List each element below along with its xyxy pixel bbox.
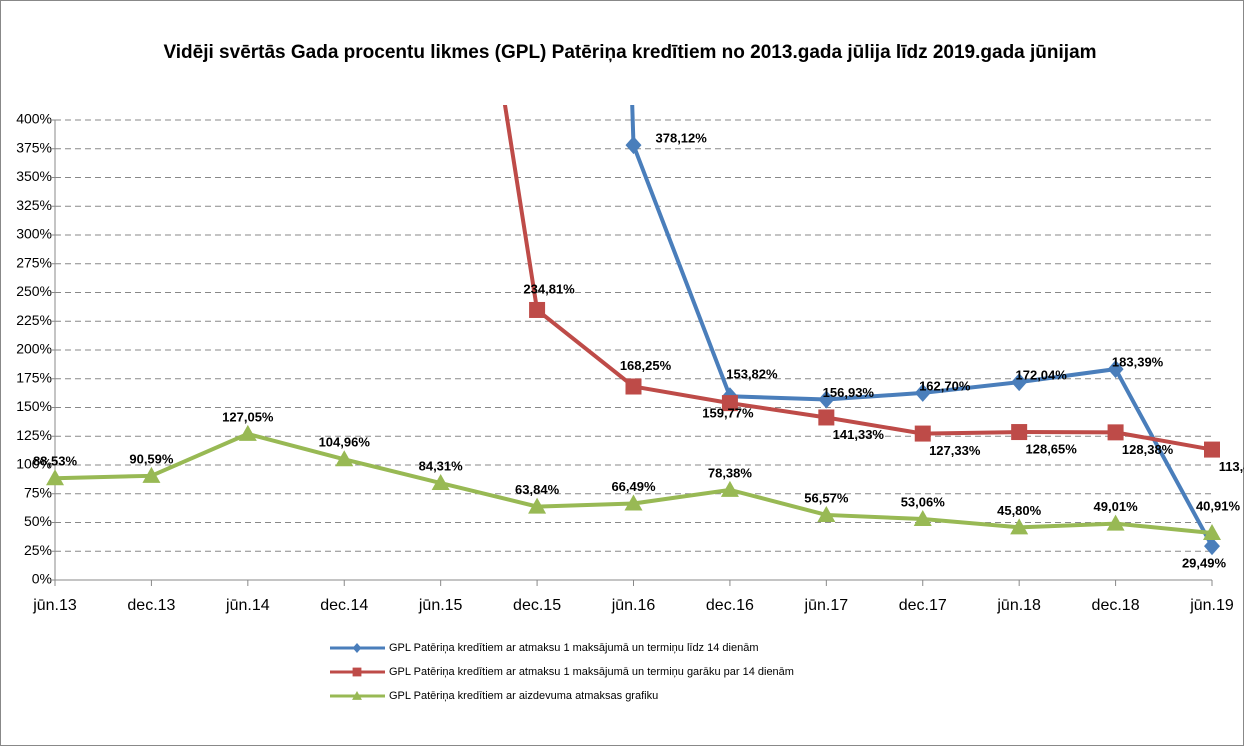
y-tick-label: 225% [16,312,52,328]
marker [1204,537,1220,556]
data-label: 29,49% [1182,556,1227,571]
data-label: 127,05% [222,409,274,424]
x-tick-label: jūn.16 [611,597,656,614]
marker [818,409,835,426]
marker [352,667,362,677]
y-tick-label: 400% [16,111,52,127]
marker [352,691,362,700]
y-tick-label: 150% [16,398,52,414]
legend-label: GPL Patēriņa kredītiem ar atmaksu 1 maks… [389,666,794,678]
marker [913,509,932,526]
series-line [630,105,1214,548]
y-tick-label: 0% [32,571,52,587]
marker [431,474,450,491]
data-label: 63,84% [515,482,560,497]
x-tick-label: dec.17 [899,597,947,614]
data-label: 127,33% [929,443,981,458]
y-tick-label: 275% [16,254,52,270]
y-tick-label: 75% [24,484,52,500]
marker [625,136,642,155]
x-tick-label: jūn.19 [1189,597,1234,614]
data-label: 128,38% [1122,442,1174,457]
chart-title: Vidēji svērtās Gada procentu likmes (GPL… [163,42,1097,63]
x-tick-label: dec.13 [127,597,175,614]
marker [1011,373,1028,392]
x-tick-label: jūn.14 [225,597,270,614]
marker [528,497,547,514]
plot-area [46,105,1221,556]
y-tick-label: 350% [16,168,52,184]
marker [720,480,739,497]
data-label: 78,38% [708,465,753,480]
data-label: 168,25% [620,358,672,373]
marker [817,505,836,522]
y-tick-label: 25% [24,542,52,558]
y-tick-label: 175% [16,369,52,385]
marker [142,466,161,483]
data-label: 113,41% [1219,459,1244,474]
x-tick-label: jūn.17 [804,597,849,614]
marker [1107,424,1124,441]
data-label: 141,33% [833,427,885,442]
y-tick-label: 50% [24,513,52,529]
marker [625,378,642,395]
data-label: 159,77% [702,406,754,421]
data-label: 45,80% [997,503,1042,518]
legend-label: GPL Patēriņa kredītiem ar aizdevuma atma… [389,690,658,702]
data-label: 183,39% [1112,355,1164,370]
marker [529,301,546,318]
marker [335,450,354,467]
marker [1011,424,1028,441]
data-label: 56,57% [804,490,849,505]
y-tick-label: 300% [16,226,52,242]
data-label: 162,70% [919,378,971,393]
x-tick-label: jūn.18 [996,597,1041,614]
x-tick-label: jūn.13 [32,597,77,614]
data-label: 234,81% [523,281,575,296]
data-label: 40,91% [1196,498,1241,513]
marker [624,494,643,511]
data-label: 84,31% [419,458,464,473]
x-tick-label: dec.16 [706,597,754,614]
data-label: 153,82% [726,367,778,382]
marker [1203,523,1221,540]
x-tick-label: jūn.15 [418,597,463,614]
data-label: 104,96% [319,435,371,450]
data-label: 88,53% [33,454,78,469]
marker [1106,514,1125,531]
y-tick-label: 200% [16,341,52,357]
data-label: 53,06% [901,494,946,509]
x-tick-label: dec.18 [1092,597,1140,614]
marker [238,424,257,441]
data-label: 128,65% [1026,441,1078,456]
marker [914,425,931,442]
y-tick-label: 250% [16,283,52,299]
data-label: 172,04% [1016,368,1068,383]
y-tick-label: 100% [16,456,52,472]
data-label: 90,59% [129,451,174,466]
marker [1107,360,1124,379]
marker [721,395,738,412]
y-tick-label: 125% [16,427,52,443]
marker [818,390,835,409]
marker [46,469,64,486]
marker [914,383,931,402]
x-tick-label: dec.15 [513,597,561,614]
data-label: 378,12% [656,131,708,146]
data-label: 156,93% [823,385,875,400]
legend-label: GPL Patēriņa kredītiem ar atmaksu 1 maks… [389,642,758,654]
y-tick-label: 375% [16,139,52,155]
data-label: 49,01% [1094,499,1139,514]
marker [1010,518,1029,535]
data-label: 66,49% [611,479,656,494]
marker [1204,441,1220,458]
x-tick-label: dec.14 [320,597,368,614]
y-tick-label: 325% [16,197,52,213]
marker [352,643,362,653]
